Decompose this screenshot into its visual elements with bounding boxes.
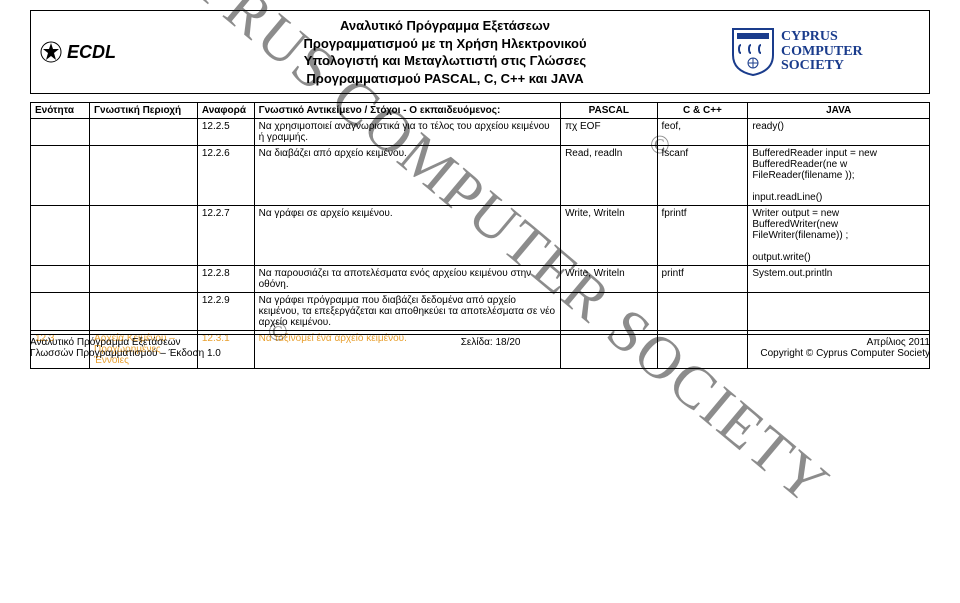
footer-left-1: Αναλυτικό Πρόγραμμα Εξετάσεων bbox=[30, 337, 221, 348]
cell-section bbox=[31, 119, 90, 146]
table-row: 12.2.8Να παρουσιάζει τα αποτελέσματα ενό… bbox=[31, 266, 930, 293]
col-header-area: Γνωστική Περιοχή bbox=[90, 103, 198, 119]
table-row: 12.2.9Να γράφει πρόγραμμα που διαβάζει δ… bbox=[31, 293, 930, 331]
ecdl-label: ECDL bbox=[67, 42, 116, 63]
title-line-2: Προγραμματισμού με τη Χρήση Ηλεκτρονικού bbox=[159, 35, 731, 53]
table-row: 12.2.7Να γράφει σε αρχείο κειμένου.Write… bbox=[31, 206, 930, 266]
ccs-shield-icon bbox=[731, 27, 775, 77]
cell-objective: Να γράφει σε αρχείο κειμένου. bbox=[254, 206, 560, 266]
cell-java: Writer output = new BufferedWriter(new F… bbox=[748, 206, 930, 266]
cell-c: fprintf bbox=[657, 206, 748, 266]
cell-c: feof, bbox=[657, 119, 748, 146]
title-line-3: Υπολογιστή και Μεταγλωττιστή στις Γλώσσε… bbox=[159, 52, 731, 70]
cell-c bbox=[657, 293, 748, 331]
cell-objective: Να παρουσιάζει τα αποτελέσματα ενός αρχε… bbox=[254, 266, 560, 293]
cell-ref: 12.2.5 bbox=[197, 119, 254, 146]
cell-pascal: Write, Writeln bbox=[561, 206, 657, 266]
ecdl-logo: ECDL bbox=[39, 40, 159, 64]
cell-area bbox=[90, 293, 198, 331]
footer-mid: Σελίδα: 18/20 bbox=[461, 337, 521, 359]
ecdl-star-icon bbox=[39, 40, 63, 64]
ccs-text: CYPRUS COMPUTER SOCIETY bbox=[781, 30, 863, 74]
col-header-c: C & C++ bbox=[657, 103, 748, 119]
ccs-line-1: CYPRUS bbox=[781, 30, 863, 45]
cell-java: BufferedReader input = new BufferedReade… bbox=[748, 146, 930, 206]
cell-objective: Να γράφει πρόγραμμα που διαβάζει δεδομέν… bbox=[254, 293, 560, 331]
footer-right-1: Απρίλιος 2011 bbox=[760, 337, 930, 348]
cell-java: ready() bbox=[748, 119, 930, 146]
cell-c: fscanf bbox=[657, 146, 748, 206]
cell-ref: 12.2.7 bbox=[197, 206, 254, 266]
syllabus-table: Ενότητα Γνωστική Περιοχή Αναφορά Γνωστικ… bbox=[30, 102, 930, 369]
ccs-line-3: SOCIETY bbox=[781, 59, 863, 74]
col-header-java: JAVA bbox=[748, 103, 930, 119]
table-row: 12.2.6Να διαβάζει από αρχείο κειμένου.Re… bbox=[31, 146, 930, 206]
cell-section bbox=[31, 146, 90, 206]
cell-section bbox=[31, 266, 90, 293]
footer-left: Αναλυτικό Πρόγραμμα Εξετάσεων Γλωσσών Πρ… bbox=[30, 337, 221, 359]
cell-section bbox=[31, 293, 90, 331]
cell-ref: 12.2.6 bbox=[197, 146, 254, 206]
col-header-ref: Αναφορά bbox=[197, 103, 254, 119]
document-header: ECDL Αναλυτικό Πρόγραμμα Εξετάσεων Προγρ… bbox=[30, 10, 930, 94]
cell-java bbox=[748, 293, 930, 331]
cell-area bbox=[90, 206, 198, 266]
col-header-section: Ενότητα bbox=[31, 103, 90, 119]
cell-pascal: πχ EOF bbox=[561, 119, 657, 146]
cell-objective: Να διαβάζει από αρχείο κειμένου. bbox=[254, 146, 560, 206]
col-header-pascal: PASCAL bbox=[561, 103, 657, 119]
cell-pascal: Write, Writeln bbox=[561, 266, 657, 293]
table-row: 12.2.5Να χρησιμοποιεί αναγνωριστικά για … bbox=[31, 119, 930, 146]
page-footer: Αναλυτικό Πρόγραμμα Εξετάσεων Γλωσσών Πρ… bbox=[30, 334, 930, 359]
cell-ref: 12.2.9 bbox=[197, 293, 254, 331]
cell-objective: Να χρησιμοποιεί αναγνωριστικά για το τέλ… bbox=[254, 119, 560, 146]
ccs-line-2: COMPUTER bbox=[781, 45, 863, 60]
cell-c: printf bbox=[657, 266, 748, 293]
cell-section bbox=[31, 206, 90, 266]
cell-area bbox=[90, 146, 198, 206]
footer-right: Απρίλιος 2011 Copyright © Cyprus Compute… bbox=[760, 337, 930, 359]
footer-left-2: Γλωσσών Προγραμματισμού – Έκδοση 1.0 bbox=[30, 348, 221, 359]
cell-ref: 12.2.8 bbox=[197, 266, 254, 293]
cell-pascal: Read, readln bbox=[561, 146, 657, 206]
cell-java: System.out.println bbox=[748, 266, 930, 293]
col-header-objective: Γνωστικό Αντικείμενο / Στόχοι - Ο εκπαιδ… bbox=[254, 103, 560, 119]
ccs-logo: CYPRUS COMPUTER SOCIETY bbox=[731, 27, 921, 77]
document-title: Αναλυτικό Πρόγραμμα Εξετάσεων Προγραμματ… bbox=[159, 17, 731, 87]
cell-area bbox=[90, 266, 198, 293]
title-line-1: Αναλυτικό Πρόγραμμα Εξετάσεων bbox=[159, 17, 731, 35]
footer-right-2: Copyright © Cyprus Computer Society bbox=[760, 348, 930, 359]
cell-pascal bbox=[561, 293, 657, 331]
cell-area bbox=[90, 119, 198, 146]
table-header-row: Ενότητα Γνωστική Περιοχή Αναφορά Γνωστικ… bbox=[31, 103, 930, 119]
title-line-4: Προγραμματισμού PASCAL, C, C++ και JAVA bbox=[159, 70, 731, 88]
